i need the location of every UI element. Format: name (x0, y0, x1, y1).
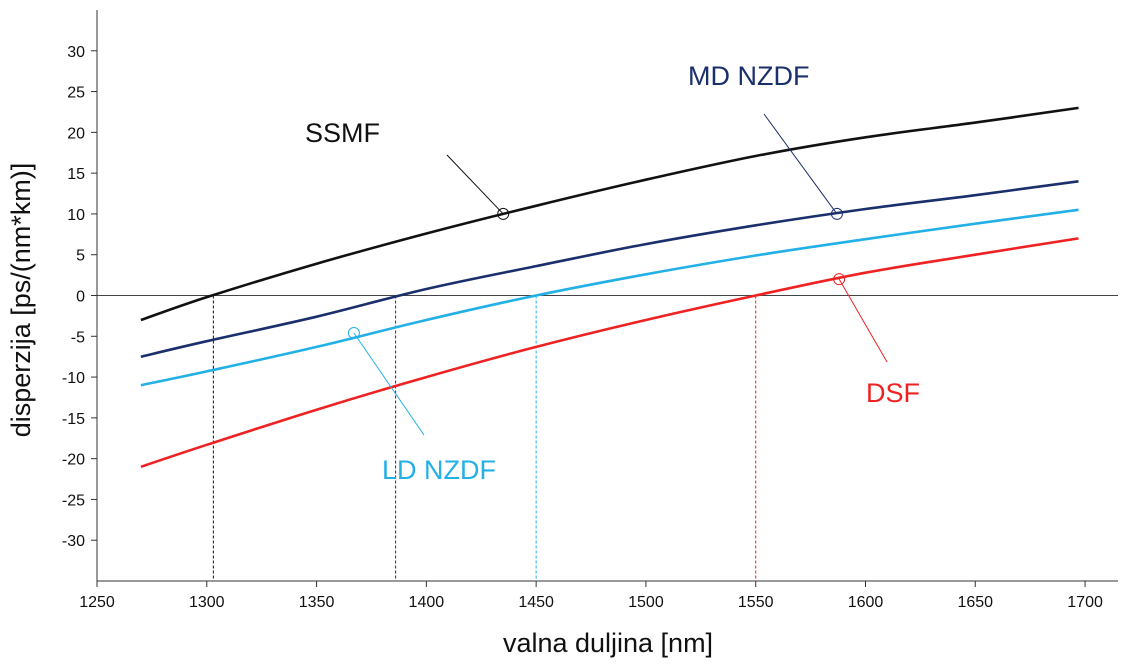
series-callouts (347, 113, 888, 436)
callout-marker (347, 327, 360, 340)
y-ticks: -30 -25 -20 -15 -10 -5 0 5 10 15 20 25 30 (62, 44, 97, 550)
x-tick-label: 1300 (189, 594, 225, 611)
y-tick-label: -15 (62, 411, 85, 428)
callout-marker (833, 273, 846, 286)
series-lines (140, 106, 1079, 469)
zero-crossing-lines (212, 295, 757, 581)
y-tick-label: 25 (67, 85, 85, 102)
x-tick-label: 1500 (628, 594, 664, 611)
x-tick-label: 1350 (299, 594, 335, 611)
series-label-md-nzdf: MD NZDF (688, 61, 809, 91)
y-tick-label: -10 (62, 370, 85, 387)
x-tick-label: 1700 (1067, 594, 1103, 611)
series-label-dsf: DSF (866, 378, 920, 408)
x-ticks: 1250 1300 1350 1400 1450 1500 1550 1600 1650 1700 (79, 581, 1103, 611)
x-tick-label: 1550 (738, 594, 774, 611)
x-tick-label: 1450 (518, 594, 554, 611)
x-tick-label: 1600 (848, 594, 884, 611)
x-tick-label: 1650 (957, 594, 993, 611)
x-axis-title: valna duljina [nm] (503, 628, 713, 658)
y-tick-label: 30 (67, 44, 85, 61)
callout-leader (763, 113, 838, 215)
y-tick-label: 15 (67, 166, 85, 183)
y-tick-label: -20 (62, 452, 85, 469)
y-tick-label: -25 (62, 492, 85, 509)
series-line (140, 106, 1079, 322)
callout-marker (830, 207, 843, 220)
series-line (140, 208, 1079, 387)
y-tick-label: -30 (62, 533, 85, 550)
series-line (140, 237, 1079, 469)
callout-marker (497, 207, 510, 220)
y-tick-label: 20 (67, 125, 85, 142)
y-tick-label: 10 (67, 207, 85, 224)
callout-leader (353, 332, 425, 436)
x-tick-label: 1400 (409, 594, 445, 611)
y-axis-title: disperzija [ps/(nm*km)] (6, 163, 36, 438)
y-tick-label: 5 (76, 248, 85, 265)
series-label-ssmf: SSMF (305, 118, 380, 148)
x-tick-label: 1250 (79, 594, 115, 611)
series-label-ld-nzdf: LD NZDF (382, 455, 496, 485)
y-tick-label: -5 (71, 329, 85, 346)
series-line (140, 180, 1079, 358)
callout-leader (838, 278, 888, 363)
axes (96, 10, 1118, 582)
callout-leader (446, 154, 504, 215)
y-tick-label: 0 (76, 289, 85, 306)
